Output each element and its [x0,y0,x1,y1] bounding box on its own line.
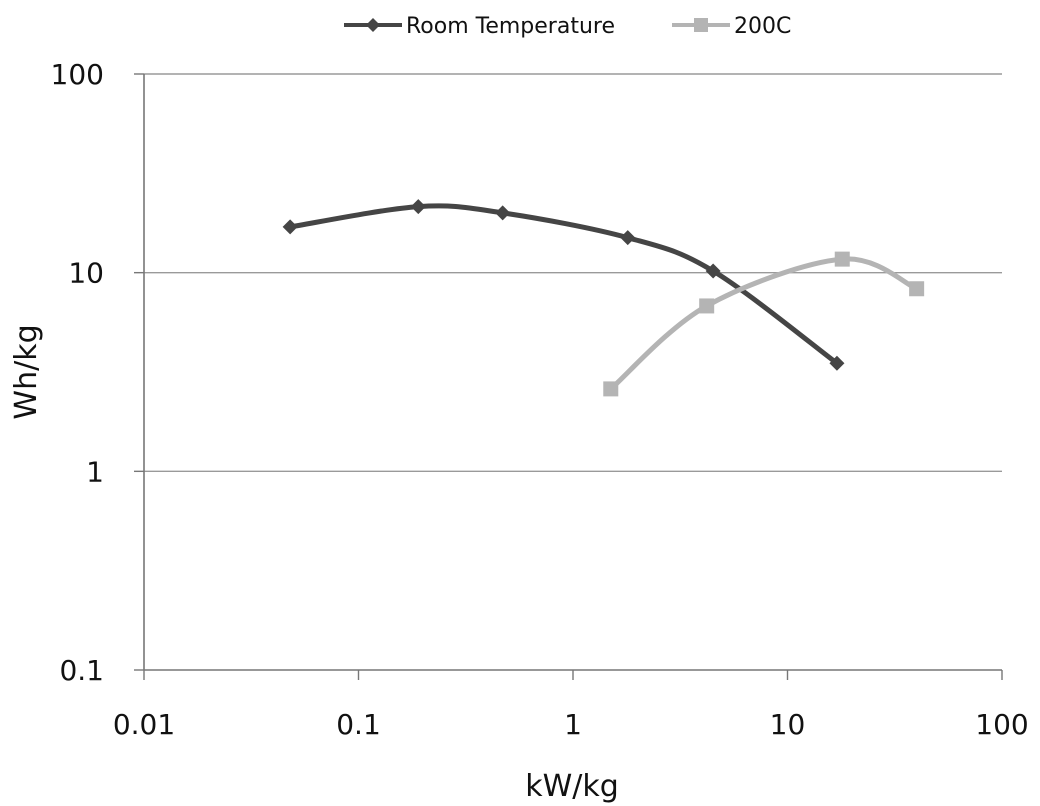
legend: Room Temperature 200C [344,14,791,39]
legend-marker-diamond-icon [366,18,380,32]
gridlines [144,73,1002,473]
x-tick-label-3: 10 [770,708,806,741]
y-tick-label-2: 10 [68,257,104,290]
legend-item-200c: 200C [672,14,791,39]
legend-label-200c: 200C [734,14,791,39]
point-200c-2 [834,251,850,267]
point-200c-1 [699,298,715,314]
point-200c-0 [603,381,619,397]
point-room-temperature-1 [410,199,426,215]
point-room-temperature-3 [620,230,636,246]
series-line-200c [608,256,920,392]
legend-item-room-temperature: Room Temperature [344,14,615,39]
point-room-temperature-0 [282,219,298,235]
point-room-temperature-5 [829,355,845,371]
axes [134,73,1003,680]
legend-label-room-temperature: Room Temperature [406,14,615,39]
y-tick-label-0: 0.1 [59,654,104,687]
y-tick-label-1: 1 [86,455,104,488]
x-tick-label-1: 0.1 [336,708,381,741]
y-tick-labels: 0.1 1 10 100 [51,58,104,687]
x-tick-labels: 0.01 0.1 1 10 100 [113,708,1029,741]
x-tick-label-4: 100 [975,708,1028,741]
point-room-temperature-4 [705,263,721,279]
x-tick-label-2: 1 [564,708,582,741]
point-room-temperature-2 [495,205,511,221]
y-axis-title: Wh/kg [9,324,44,419]
x-axis-title: kW/kg [525,769,619,804]
point-200c-3 [909,281,925,297]
legend-marker-square-icon [694,18,708,32]
x-tick-label-0: 0.01 [113,708,175,741]
series-group [282,199,925,397]
y-tick-label-3: 100 [51,58,104,91]
